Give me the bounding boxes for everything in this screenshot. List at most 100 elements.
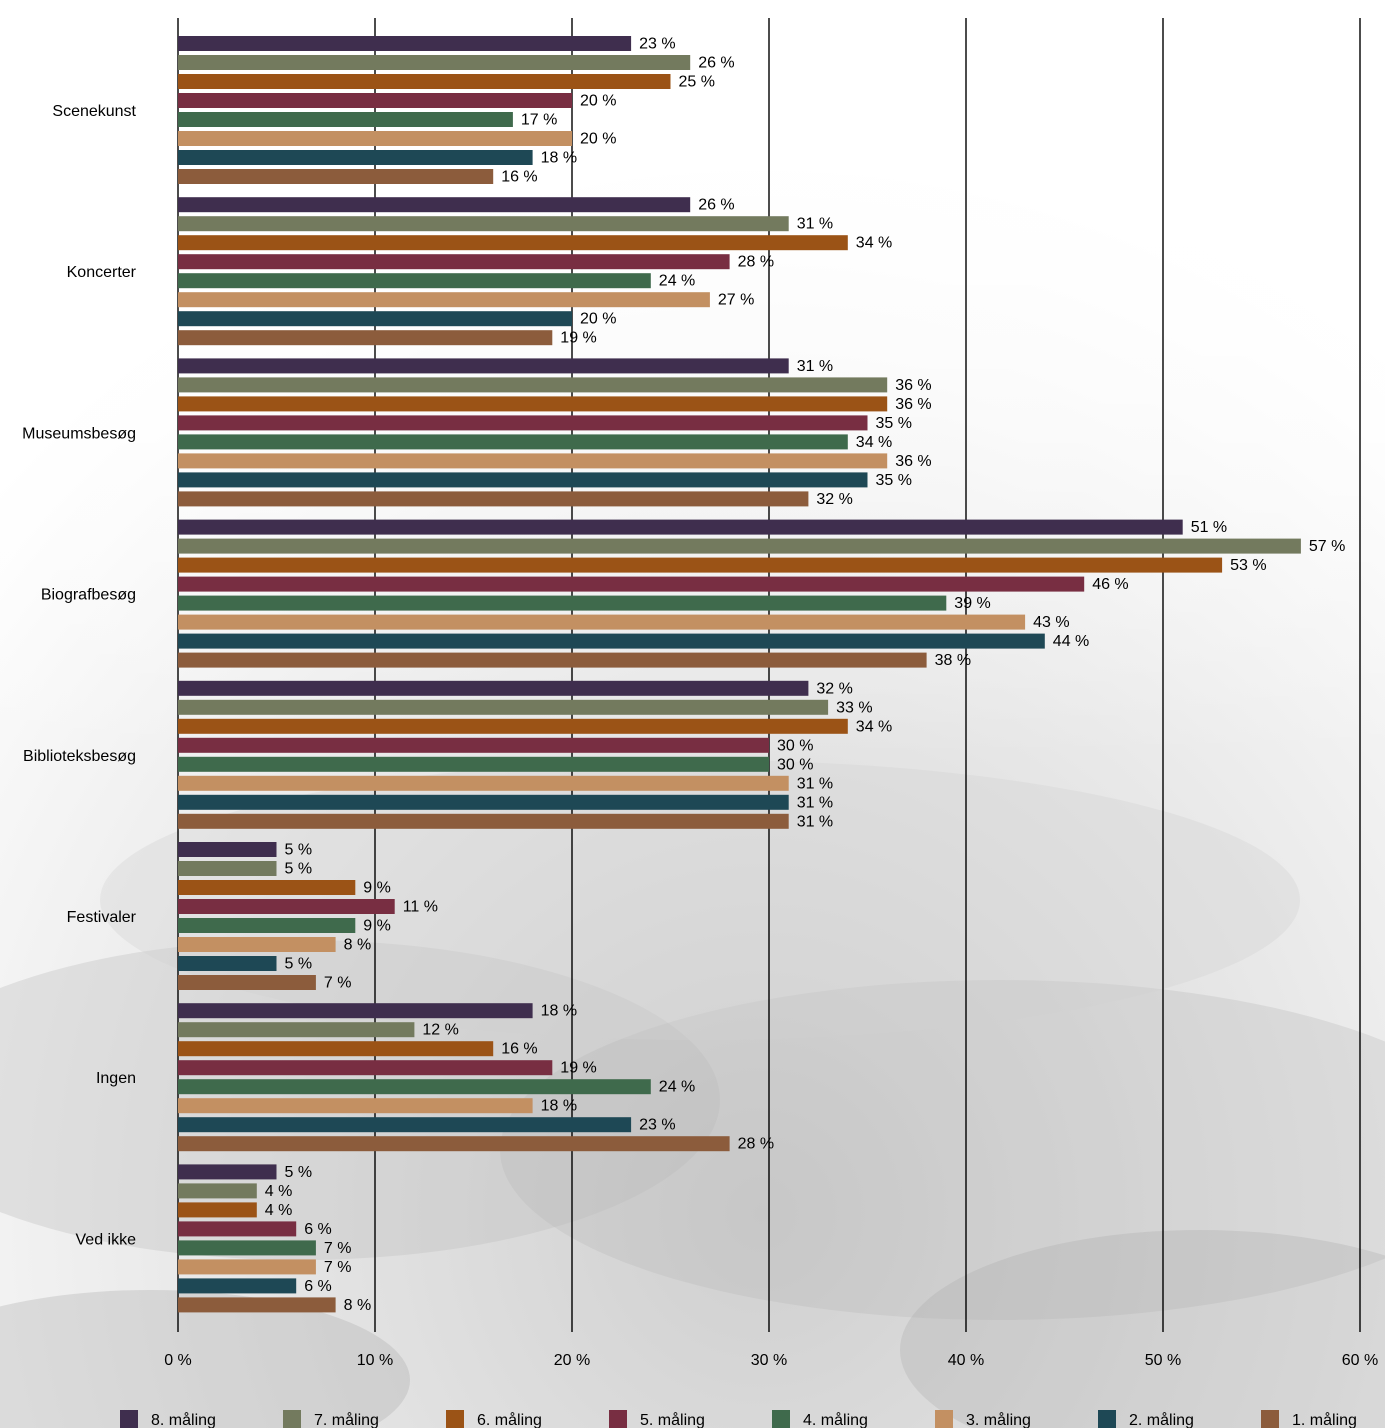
bar-4-2 [178,718,848,734]
bar-3-5 [178,614,1026,630]
value-label-3-7: 38 % [935,652,971,669]
bar-7-7 [178,1297,336,1313]
value-label-7-2: 4 % [265,1202,293,1219]
legend-swatch-2 [446,1410,464,1428]
x-tick-label-3: 30 % [751,1352,787,1369]
value-label-0-2: 25 % [679,74,715,91]
bar-6-1 [178,1022,415,1038]
value-label-4-3: 30 % [777,737,813,754]
category-label-1: Koncerter [67,264,137,281]
bar-1-0 [178,197,691,213]
category-label-3: Biografbesøg [41,587,136,604]
bar-4-7 [178,813,789,829]
bar-0-2 [178,74,671,89]
bar-1-3 [178,254,730,270]
value-label-6-1: 12 % [422,1022,458,1039]
bar-7-2 [178,1202,257,1218]
legend-label-0: 8. måling [151,1411,216,1428]
value-label-3-5: 43 % [1033,614,1069,631]
category-label-0: Scenekunst [52,103,136,120]
value-label-5-3: 11 % [403,899,438,916]
value-label-7-5: 7 % [324,1259,352,1276]
x-tick-label-6: 60 % [1342,1352,1378,1369]
bar-4-1 [178,699,829,715]
value-label-0-4: 17 % [521,112,557,129]
bar-7-6 [178,1278,297,1294]
category-label-2: Museumsbesøg [22,425,136,442]
legend-swatch-3 [609,1410,627,1428]
category-label-4: Biblioteksbesøg [23,748,136,765]
value-label-5-2: 9 % [363,880,391,897]
bar-5-6 [178,956,277,971]
x-tick-label-4: 40 % [948,1352,984,1369]
x-tick-label-0: 0 % [164,1352,192,1369]
x-tick-label-1: 10 % [357,1352,393,1369]
value-label-6-4: 24 % [659,1079,695,1096]
value-label-1-5: 27 % [718,292,754,309]
bar-2-1 [178,377,888,393]
bar-6-0 [178,1003,533,1019]
bar-0-0 [178,36,632,51]
value-label-6-6: 23 % [639,1117,675,1134]
value-label-2-1: 36 % [895,377,931,394]
value-label-7-0: 5 % [285,1164,313,1181]
bar-5-3 [178,899,395,914]
bar-7-5 [178,1259,316,1275]
value-label-3-4: 39 % [954,595,990,612]
legend-label-4: 4. måling [803,1411,868,1428]
legend-swatch-7 [1261,1410,1279,1428]
value-label-4-6: 31 % [797,794,833,811]
value-label-5-1: 5 % [285,861,313,878]
bar-2-5 [178,453,888,469]
value-label-6-3: 19 % [560,1060,596,1077]
bar-4-4 [178,756,769,772]
value-label-3-1: 57 % [1309,538,1345,555]
bar-4-3 [178,737,769,753]
legend-swatch-0 [120,1410,138,1428]
value-label-5-0: 5 % [285,842,313,859]
legend-swatch-1 [283,1410,301,1428]
bar-2-7 [178,491,809,507]
value-label-0-1: 26 % [698,55,734,72]
value-label-7-6: 6 % [304,1278,332,1295]
value-label-2-4: 34 % [856,434,892,451]
value-label-0-3: 20 % [580,93,616,110]
legend-label-2: 6. måling [477,1411,542,1428]
legend-label-6: 2. måling [1129,1411,1194,1428]
bar-1-2 [178,235,848,251]
value-label-1-7: 19 % [560,330,596,347]
bar-7-1 [178,1183,257,1199]
value-label-0-6: 18 % [541,150,577,167]
value-label-4-4: 30 % [777,756,813,773]
bar-2-6 [178,472,868,488]
legend-label-7: 1. måling [1292,1411,1357,1428]
value-label-0-0: 23 % [639,36,675,53]
value-label-2-2: 36 % [895,396,931,413]
value-label-4-1: 33 % [836,699,872,716]
bar-0-4 [178,112,513,127]
bar-1-1 [178,216,789,232]
value-label-4-2: 34 % [856,718,892,735]
bar-2-3 [178,415,868,431]
bar-0-7 [178,169,494,184]
bar-2-4 [178,434,848,450]
bar-4-5 [178,775,789,791]
bar-0-1 [178,55,691,70]
bar-3-7 [178,652,927,668]
value-label-2-6: 35 % [876,472,912,489]
value-label-0-5: 20 % [580,131,616,148]
value-label-5-4: 9 % [363,918,391,935]
bar-0-5 [178,131,572,146]
legend-label-3: 5. måling [640,1411,705,1428]
bar-6-4 [178,1079,651,1095]
value-label-1-0: 26 % [698,197,734,214]
value-label-5-6: 5 % [285,956,313,973]
value-labels: 23 %26 %25 %20 %17 %20 %18 %16 %26 %31 %… [265,36,1346,1314]
value-label-1-1: 31 % [797,216,833,233]
category-label-5: Festivaler [67,909,137,926]
value-label-3-0: 51 % [1191,519,1227,536]
value-label-4-5: 31 % [797,775,833,792]
bar-6-5 [178,1098,533,1114]
value-label-1-6: 20 % [580,311,616,328]
